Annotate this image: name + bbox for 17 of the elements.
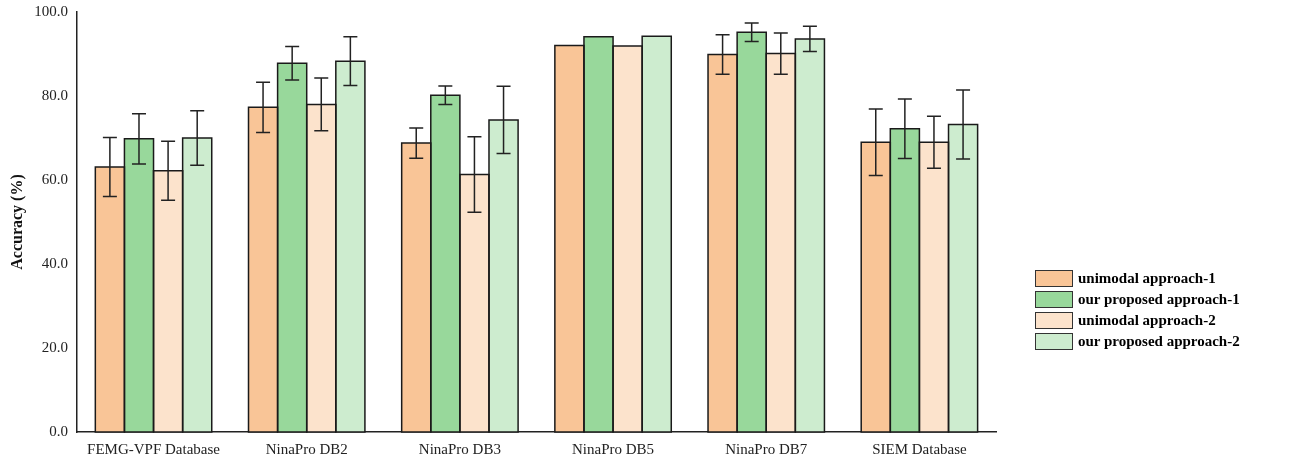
legend-label: our proposed approach-1 bbox=[1078, 291, 1240, 308]
legend-label: unimodal approach-1 bbox=[1078, 270, 1216, 287]
x-tick-label: NinaPro DB5 bbox=[572, 440, 655, 457]
x-tick-label: SIEM Database bbox=[872, 440, 968, 457]
x-tick-label: FEMG-VPF Database bbox=[87, 440, 221, 457]
y-tick-label: 40.0 bbox=[41, 254, 68, 271]
y-tick-label: 20.0 bbox=[41, 338, 68, 355]
x-tick-label: NinaPro DB2 bbox=[265, 440, 348, 457]
x-tick-label: NinaPro DB7 bbox=[725, 440, 808, 457]
y-tick-label: 0.0 bbox=[49, 422, 68, 439]
legend-label: our proposed approach-2 bbox=[1078, 333, 1240, 350]
legend-label: unimodal approach-2 bbox=[1078, 312, 1216, 329]
y-axis-title: Accuracy (%) bbox=[7, 174, 26, 270]
y-tick-label: 100.0 bbox=[34, 2, 68, 19]
y-tick-label: 60.0 bbox=[41, 170, 68, 187]
y-tick-label: 80.0 bbox=[41, 86, 68, 103]
x-tick-label: NinaPro DB3 bbox=[418, 440, 501, 457]
